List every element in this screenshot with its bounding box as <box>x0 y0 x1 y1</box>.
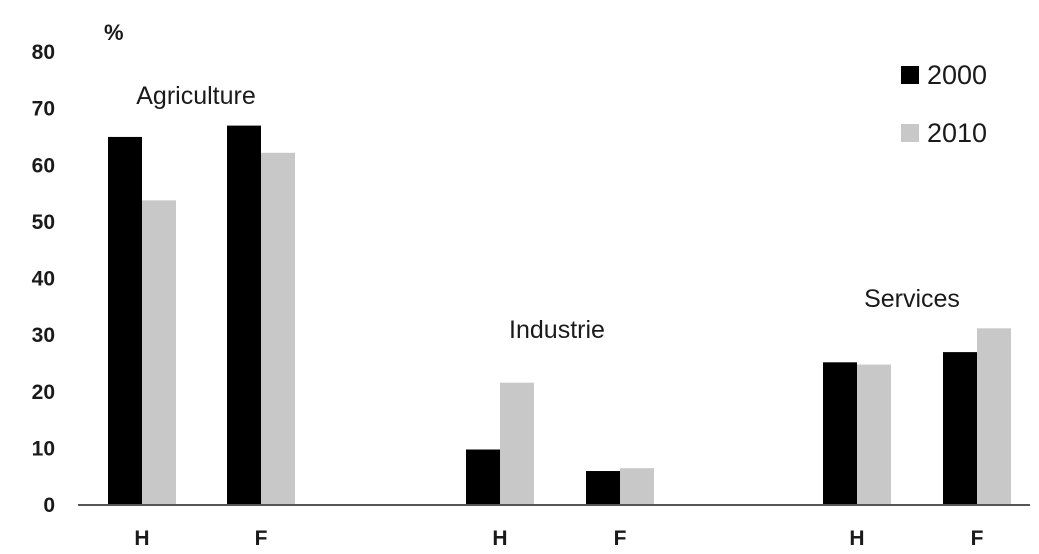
group-label-industrie: Industrie <box>509 316 605 344</box>
bar-2010-f-5 <box>977 328 1011 505</box>
legend-label-2000: 2000 <box>927 60 987 90</box>
y-tick-label: 0 <box>43 494 55 517</box>
bar-2000-f-1 <box>227 125 261 506</box>
y-tick-label: 20 <box>32 381 55 404</box>
x-category-label: H <box>134 527 149 550</box>
bar-2000-f-5 <box>943 352 977 505</box>
bar-2000-h-2 <box>466 449 500 505</box>
legend-swatch-2010 <box>901 124 919 142</box>
x-category-label: H <box>849 527 864 550</box>
bar-2010-h-0 <box>142 200 176 506</box>
y-tick-label: 60 <box>32 154 55 177</box>
x-category-label: F <box>971 527 984 550</box>
legend: 2000 2010 <box>901 60 987 148</box>
y-tick-label: 50 <box>32 211 55 234</box>
y-tick-label: 70 <box>32 98 55 121</box>
y-axis-unit-label: % <box>104 20 124 45</box>
x-category-label: F <box>255 527 268 550</box>
group-labels: Agriculture Industrie Services <box>136 82 960 344</box>
bar-2000-f-3 <box>586 471 620 505</box>
bars <box>108 125 1011 506</box>
x-category-label: F <box>614 527 627 550</box>
bar-2000-h-0 <box>108 136 142 505</box>
y-tick-label: 10 <box>32 437 55 460</box>
legend-swatch-2000 <box>901 66 919 84</box>
bar-2010-f-3 <box>620 468 654 505</box>
bar-2010-f-1 <box>261 152 295 506</box>
bar-2010-h-4 <box>857 364 891 505</box>
group-label-agriculture: Agriculture <box>136 82 256 110</box>
y-tick-label: 80 <box>32 41 55 64</box>
y-tick-label: 30 <box>32 324 55 347</box>
x-category-label: H <box>492 527 507 550</box>
legend-label-2010: 2010 <box>927 118 987 148</box>
bar-2010-h-2 <box>500 382 534 505</box>
y-axis-ticks: 0 10 20 30 40 50 60 70 80 <box>32 41 55 517</box>
group-label-services: Services <box>864 285 960 313</box>
y-tick-label: 40 <box>32 268 55 291</box>
bar-2000-h-4 <box>823 362 857 505</box>
